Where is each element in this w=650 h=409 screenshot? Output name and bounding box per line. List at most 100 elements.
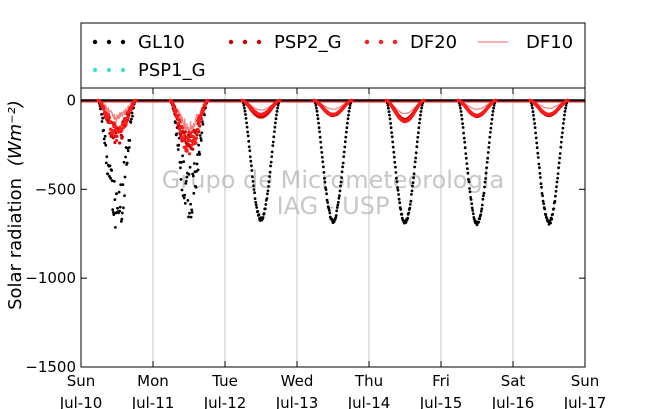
data-point-GL10 — [188, 211, 191, 215]
data-point-GL10 — [338, 189, 342, 193]
data-point-GL10 — [246, 134, 250, 138]
data-point-GL10 — [253, 197, 257, 201]
x-tick-label: Thu Jul-14 — [347, 372, 391, 409]
data-point-GL10 — [102, 128, 105, 132]
data-point-GL10 — [340, 176, 343, 180]
data-point-GL10 — [334, 214, 338, 217]
data-point-GL10 — [125, 161, 129, 165]
data-point-GL10 — [469, 196, 472, 199]
data-point-GL10 — [420, 106, 423, 110]
legend-swatch — [392, 39, 398, 45]
data-point-DF20 — [184, 144, 188, 148]
data-point-GL10 — [275, 113, 278, 117]
data-point-DF20 — [566, 98, 570, 102]
data-point-GL10 — [197, 150, 201, 154]
data-point-GL10 — [414, 156, 418, 160]
data-point-GL10 — [324, 188, 328, 192]
data-point-GL10 — [412, 176, 415, 180]
x-tick-date: Jul-16 — [491, 394, 535, 409]
y-axis-label: Solar radiation — [5, 178, 26, 310]
data-point-GL10 — [254, 203, 258, 207]
data-point-GL10 — [276, 103, 280, 107]
data-point-GL10 — [189, 202, 193, 206]
data-point-GL10 — [409, 199, 413, 203]
data-point-GL10 — [317, 121, 320, 125]
data-point-DF20 — [183, 133, 187, 137]
legend-swatch — [364, 39, 370, 45]
data-point-GL10 — [249, 159, 253, 163]
data-point-GL10 — [339, 180, 343, 184]
x-tick-day: Sun — [67, 372, 96, 390]
data-point-GL10 — [397, 193, 400, 196]
data-point-GL10 — [389, 126, 393, 130]
data-point-GL10 — [395, 180, 399, 184]
data-point-DF20 — [113, 128, 117, 132]
y-tick-label: −1500 — [25, 358, 76, 376]
data-point-DF20 — [181, 126, 185, 130]
data-point-GL10 — [483, 185, 486, 189]
data-point-GL10 — [462, 136, 466, 140]
data-point-GL10 — [103, 134, 107, 138]
data-point-DF20 — [114, 125, 118, 129]
data-point-GL10 — [192, 191, 196, 195]
data-point-GL10 — [412, 172, 416, 176]
data-point-GL10 — [555, 185, 558, 189]
data-point-GL10 — [532, 113, 535, 117]
data-point-GL10 — [419, 110, 423, 113]
data-point-GL10 — [390, 131, 393, 135]
data-point-GL10 — [322, 171, 326, 174]
data-point-GL10 — [272, 135, 276, 139]
data-point-GL10 — [533, 122, 536, 125]
data-point-GL10 — [408, 206, 412, 210]
data-point-GL10 — [530, 104, 534, 107]
data-point-GL10 — [342, 150, 346, 154]
data-point-GL10 — [183, 193, 187, 197]
data-point-GL10 — [120, 217, 124, 221]
data-point-GL10 — [388, 113, 391, 117]
data-point-GL10 — [468, 190, 472, 194]
data-point-GL10 — [266, 192, 269, 196]
data-point-GL10 — [539, 182, 543, 186]
data-point-GL10 — [344, 135, 348, 139]
data-point-GL10 — [274, 117, 278, 121]
data-point-GL10 — [564, 106, 567, 110]
data-point-GL10 — [460, 117, 464, 121]
data-point-GL10 — [399, 207, 403, 211]
data-point-GL10 — [536, 156, 540, 159]
data-point-GL10 — [117, 190, 121, 194]
data-point-DF20 — [102, 107, 106, 111]
data-point-GL10 — [189, 215, 193, 219]
data-point-DF20 — [111, 132, 115, 136]
data-point-GL10 — [387, 110, 391, 113]
data-point-DF20 — [178, 129, 182, 134]
data-point-GL10 — [346, 117, 350, 121]
data-point-DF20 — [197, 117, 201, 122]
data-point-GL10 — [417, 126, 421, 130]
data-point-DF20 — [125, 120, 129, 124]
data-point-GL10 — [197, 143, 201, 147]
data-point-GL10 — [559, 145, 563, 149]
data-point-GL10 — [478, 217, 482, 221]
data-point-GL10 — [343, 140, 347, 144]
data-point-GL10 — [538, 166, 541, 170]
data-point-GL10 — [122, 160, 126, 164]
legend-swatch — [92, 39, 98, 45]
data-point-GL10 — [184, 182, 188, 185]
data-point-GL10 — [556, 176, 559, 180]
data-point-GL10 — [388, 117, 392, 121]
data-point-GL10 — [464, 156, 468, 160]
data-point-GL10 — [343, 145, 347, 149]
data-point-GL10 — [200, 131, 204, 135]
data-point-GL10 — [342, 155, 346, 159]
data-point-GL10 — [126, 149, 130, 153]
data-point-GL10 — [198, 134, 202, 137]
data-point-GL10 — [315, 106, 318, 110]
axes: Sun Jul-10 Mon Jul-11 Tue Jul-12 Wed Jul-13 Thu J… — [25, 88, 606, 409]
data-point-GL10 — [391, 140, 395, 144]
data-point-GL10 — [191, 174, 195, 178]
data-point-GL10 — [458, 104, 462, 107]
grid-lines — [152, 88, 514, 367]
data-point-GL10 — [538, 172, 542, 175]
data-point-DF20 — [201, 108, 205, 112]
